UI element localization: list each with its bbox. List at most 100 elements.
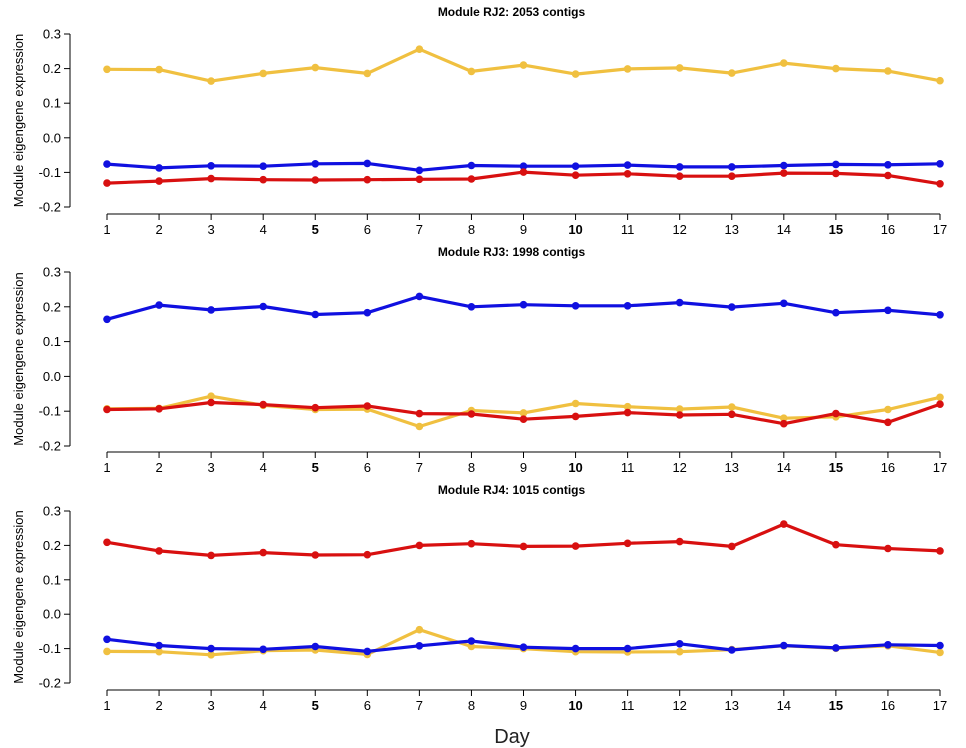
data-point-blue xyxy=(675,163,684,171)
data-point-blue xyxy=(884,161,892,169)
data-point-blue xyxy=(415,292,424,301)
x-tick-label: 4 xyxy=(260,222,267,237)
x-tick-label: 15 xyxy=(829,698,843,713)
data-point-blue xyxy=(519,300,528,309)
data-point-red xyxy=(259,175,268,184)
x-tick-label: 16 xyxy=(881,222,895,237)
data-point-red xyxy=(884,418,892,427)
x-tick-label: 7 xyxy=(416,460,423,475)
y-tick-label: 0.3 xyxy=(43,265,61,280)
data-point-yellow xyxy=(519,61,528,69)
x-tick-label: 10 xyxy=(568,222,582,237)
data-point-yellow xyxy=(259,69,268,78)
data-point-yellow xyxy=(155,65,163,74)
data-point-red xyxy=(311,176,320,184)
data-point-red xyxy=(519,415,528,424)
data-point-blue xyxy=(728,163,736,171)
data-point-blue xyxy=(571,302,580,310)
data-point-red xyxy=(103,538,111,547)
data-point-red xyxy=(623,408,632,417)
data-point-blue xyxy=(103,315,111,324)
data-point-yellow xyxy=(884,67,892,75)
data-point-blue xyxy=(623,161,632,169)
x-tick-label: 8 xyxy=(468,222,475,237)
data-point-yellow xyxy=(363,69,372,78)
x-tick-label: 3 xyxy=(208,222,215,237)
data-point-yellow xyxy=(519,409,528,417)
data-point-blue xyxy=(363,647,372,656)
y-tick-label: -0.2 xyxy=(39,676,61,691)
data-point-red xyxy=(884,171,892,180)
data-point-red xyxy=(728,172,736,180)
data-point-yellow xyxy=(415,625,424,634)
data-point-yellow xyxy=(467,67,476,76)
data-point-blue xyxy=(311,310,320,319)
data-point-blue xyxy=(415,642,424,650)
data-point-blue xyxy=(780,299,788,308)
y-tick-label: -0.1 xyxy=(39,165,61,180)
data-point-blue xyxy=(259,645,268,654)
data-point-yellow xyxy=(936,393,944,402)
data-point-red xyxy=(884,544,892,553)
data-point-blue xyxy=(207,306,215,314)
x-tick-label: 16 xyxy=(881,460,895,475)
data-point-red xyxy=(259,548,268,557)
data-point-blue xyxy=(832,644,840,652)
x-tick-label: 17 xyxy=(933,460,947,475)
data-point-blue xyxy=(207,644,215,653)
x-tick-label: 5 xyxy=(312,698,319,713)
data-point-yellow xyxy=(832,64,840,73)
data-point-red xyxy=(311,403,320,412)
x-tick-label: 3 xyxy=(208,460,215,475)
x-tick-label: 9 xyxy=(520,698,527,713)
data-point-blue xyxy=(832,308,840,317)
data-point-yellow xyxy=(675,405,684,413)
data-point-yellow xyxy=(728,403,736,411)
data-point-yellow xyxy=(675,64,684,72)
data-point-blue xyxy=(675,640,684,648)
data-point-red xyxy=(207,174,215,183)
data-point-red xyxy=(155,405,163,413)
panel-title: Module RJ2: 2053 contigs xyxy=(438,5,586,19)
data-point-blue xyxy=(363,308,372,317)
y-tick-label: -0.2 xyxy=(39,200,61,215)
x-tick-label: 7 xyxy=(416,698,423,713)
data-point-blue xyxy=(728,303,736,311)
data-point-yellow xyxy=(207,392,215,401)
x-tick-label: 11 xyxy=(621,698,635,713)
y-tick-label: -0.2 xyxy=(39,439,61,454)
x-tick-label: 12 xyxy=(672,222,686,237)
data-point-yellow xyxy=(155,647,163,656)
data-point-blue xyxy=(467,303,476,311)
x-tick-label: 13 xyxy=(725,222,739,237)
data-point-blue xyxy=(311,160,320,168)
data-point-red xyxy=(467,175,476,183)
data-point-yellow xyxy=(675,647,684,656)
data-point-red xyxy=(363,175,372,184)
x-tick-label: 2 xyxy=(155,698,162,713)
x-tick-label: 14 xyxy=(777,698,791,713)
data-point-red xyxy=(832,409,840,418)
data-point-red xyxy=(207,551,215,560)
data-point-red xyxy=(207,398,215,407)
data-point-blue xyxy=(207,162,215,170)
data-point-red xyxy=(675,411,684,419)
data-point-yellow xyxy=(207,651,215,659)
data-point-red xyxy=(623,170,632,178)
data-point-yellow xyxy=(103,65,111,74)
y-axis-label: Module eigengene expression xyxy=(11,34,26,207)
data-point-blue xyxy=(675,298,684,307)
data-point-yellow xyxy=(936,76,944,85)
data-point-blue xyxy=(623,302,632,310)
data-point-red xyxy=(675,172,684,180)
data-point-red xyxy=(103,405,111,414)
data-point-blue xyxy=(155,641,163,650)
y-tick-label: 0.2 xyxy=(43,299,61,314)
y-tick-label: 0.3 xyxy=(43,504,61,519)
data-point-red xyxy=(363,402,372,410)
x-tick-label: 10 xyxy=(568,698,582,713)
data-point-blue xyxy=(884,306,892,315)
data-point-blue xyxy=(571,644,580,653)
data-point-red xyxy=(780,419,788,428)
